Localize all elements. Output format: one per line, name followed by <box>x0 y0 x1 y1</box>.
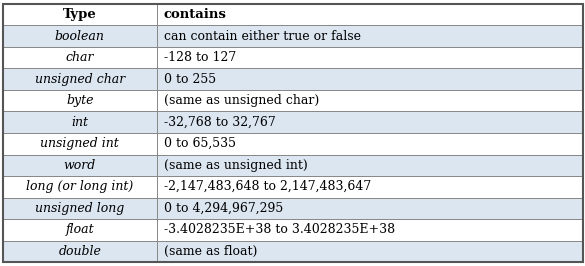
Bar <box>157 90 583 111</box>
Bar <box>157 133 583 155</box>
Text: byte: byte <box>66 94 94 107</box>
Text: -2,147,483,648 to 2,147,483,647: -2,147,483,648 to 2,147,483,647 <box>164 180 371 193</box>
Bar <box>157 155 583 176</box>
Bar <box>157 197 583 219</box>
Bar <box>3 26 157 47</box>
Text: unsigned int: unsigned int <box>40 137 119 150</box>
Text: 0 to 255: 0 to 255 <box>164 73 216 86</box>
Text: char: char <box>66 51 94 64</box>
Bar <box>157 26 583 47</box>
Text: long (or long int): long (or long int) <box>26 180 133 193</box>
Bar <box>157 69 583 90</box>
Text: -128 to 127: -128 to 127 <box>164 51 236 64</box>
Bar <box>3 176 157 197</box>
Text: boolean: boolean <box>55 30 105 43</box>
Text: int: int <box>71 116 88 129</box>
Text: Type: Type <box>63 8 97 21</box>
Text: 0 to 65,535: 0 to 65,535 <box>164 137 236 150</box>
Bar <box>157 240 583 262</box>
Text: unsigned long: unsigned long <box>35 202 125 215</box>
Text: unsigned char: unsigned char <box>35 73 125 86</box>
Bar <box>3 90 157 111</box>
Bar <box>3 47 157 69</box>
Bar <box>157 219 583 240</box>
Text: double: double <box>58 245 101 258</box>
Bar <box>3 4 157 26</box>
Bar <box>157 111 583 133</box>
Text: (same as float): (same as float) <box>164 245 257 258</box>
Bar <box>3 155 157 176</box>
Bar <box>157 47 583 69</box>
Bar <box>3 111 157 133</box>
Bar <box>3 69 157 90</box>
Bar <box>3 197 157 219</box>
Bar <box>3 219 157 240</box>
Bar <box>157 4 583 26</box>
Text: (same as unsigned int): (same as unsigned int) <box>164 159 308 172</box>
Text: 0 to 4,294,967,295: 0 to 4,294,967,295 <box>164 202 283 215</box>
Text: (same as unsigned char): (same as unsigned char) <box>164 94 319 107</box>
Bar <box>3 133 157 155</box>
Bar <box>3 240 157 262</box>
Text: float: float <box>66 223 94 236</box>
Text: -32,768 to 32,767: -32,768 to 32,767 <box>164 116 276 129</box>
Text: word: word <box>64 159 96 172</box>
Bar <box>157 176 583 197</box>
Text: can contain either true or false: can contain either true or false <box>164 30 361 43</box>
Text: -3.4028235E+38 to 3.4028235E+38: -3.4028235E+38 to 3.4028235E+38 <box>164 223 395 236</box>
Text: contains: contains <box>164 8 226 21</box>
